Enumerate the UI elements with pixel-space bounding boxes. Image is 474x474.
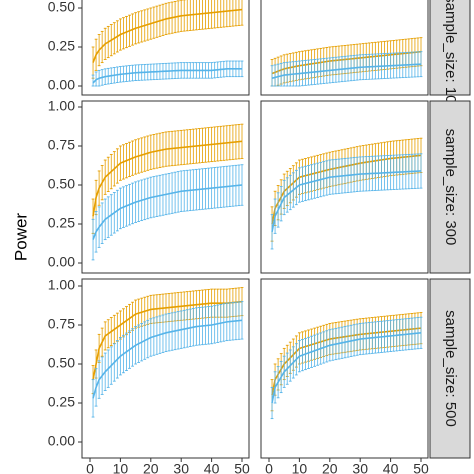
x-tick-label: 50 — [234, 461, 250, 474]
x-tick-label: 40 — [204, 461, 220, 474]
strip-2: sample_size: 300 — [429, 100, 471, 274]
x-tick-label: 0 — [265, 461, 273, 474]
panel-frame — [260, 278, 429, 459]
x-tick-label: 50 — [413, 461, 429, 474]
series-line — [271, 154, 422, 225]
x-tick-label: 30 — [173, 461, 189, 474]
series-line — [92, 68, 242, 84]
panel-2: sample_size: 100 — [260, 0, 471, 112]
series-2 — [91, 164, 244, 261]
series-line — [271, 63, 422, 79]
series-line — [92, 8, 243, 63]
y-tick-label: 0.50 — [48, 176, 75, 192]
panel-3: 0.00 0.25 0.50 0.75 1.00 — [48, 98, 250, 274]
y-tick-label: 0.25 — [48, 38, 75, 54]
y-tick-label: 1.00 — [48, 98, 75, 114]
series-line — [92, 300, 243, 380]
x-tick-label: 30 — [352, 461, 368, 474]
strip-box — [429, 100, 471, 274]
x-tick-label: 10 — [292, 461, 308, 474]
panels-layer: 0.00 0.25 0.50 sample_size: 100 0.00 0.25 0.50… — [48, 0, 471, 474]
series-line — [92, 184, 243, 240]
series-line — [271, 327, 422, 396]
axis-title-layer: Power — [11, 213, 30, 262]
series-line — [92, 140, 243, 217]
x-tick-label: 20 — [143, 461, 159, 474]
y-tick-label: 0.75 — [48, 316, 75, 332]
panel-6: 0 10 20 30 40 50 sample_size: 500 — [260, 278, 471, 474]
series-line — [271, 170, 422, 232]
strip-label: sample_size: 500 — [442, 310, 459, 427]
y-axis-title: Power — [11, 213, 30, 262]
series-2 — [91, 301, 244, 418]
strip-1: sample_size: 100 — [429, 0, 471, 112]
x-tick-label: 10 — [113, 461, 129, 474]
series-line — [271, 50, 422, 75]
y-tick-label: 1.00 — [48, 277, 75, 293]
strip-label: sample_size: 100 — [442, 0, 459, 112]
panel-1: 0.00 0.25 0.50 — [48, 0, 250, 96]
series-2 — [91, 60, 244, 87]
x-tick-label: 20 — [322, 461, 338, 474]
strip-box — [429, 0, 471, 96]
y-tick-label: 0.25 — [48, 394, 75, 410]
series-2 — [270, 153, 423, 250]
x-tick-label: 0 — [86, 461, 94, 474]
panel-5: 0.00 0.25 0.50 0.75 1.00 0 10 20 30 40 50 — [48, 277, 250, 474]
series-1 — [91, 123, 244, 234]
series-2 — [270, 316, 423, 420]
series-line — [271, 332, 422, 404]
series-2 — [270, 51, 423, 87]
strip-box — [429, 278, 471, 459]
y-tick-label: 0.00 — [48, 433, 75, 449]
y-tick-label: 0.75 — [48, 137, 75, 153]
panel-4: sample_size: 300 — [260, 100, 471, 274]
strip-3: sample_size: 500 — [429, 278, 471, 459]
series-1 — [91, 0, 244, 79]
y-tick-label: 0.00 — [48, 77, 75, 93]
y-tick-label: 0.50 — [48, 355, 75, 371]
x-tick-label: 40 — [383, 461, 399, 474]
strip-label: sample_size: 300 — [442, 129, 459, 246]
y-tick-label: 0.25 — [48, 215, 75, 231]
y-tick-label: 0.00 — [48, 254, 75, 270]
series-line — [92, 319, 243, 399]
y-tick-label: 0.50 — [48, 0, 75, 15]
